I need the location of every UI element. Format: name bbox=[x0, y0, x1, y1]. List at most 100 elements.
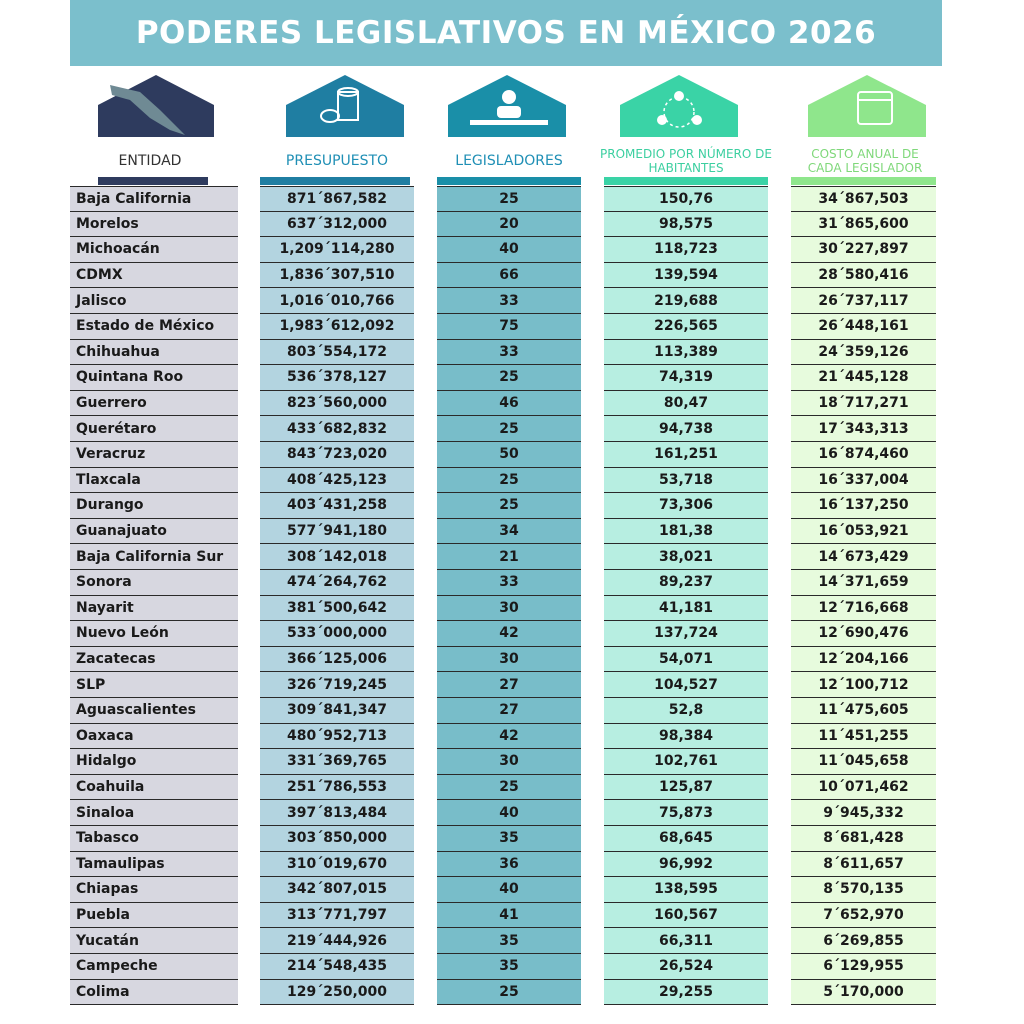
state-name: Campeche bbox=[70, 954, 238, 980]
state-name: Coahuila bbox=[70, 774, 238, 801]
column-header: ENTIDAD bbox=[118, 153, 182, 169]
table-cell: 14´371,659 bbox=[791, 570, 936, 596]
table-cell: 50 bbox=[437, 442, 581, 468]
table-cell: 20 bbox=[437, 211, 581, 238]
table-cell: 161,251 bbox=[604, 442, 768, 468]
table-cell: 16´874,460 bbox=[791, 442, 936, 468]
table-cell: 1,836´307,510 bbox=[260, 262, 414, 289]
icon-costo bbox=[791, 75, 936, 185]
table-cell: 577´941,180 bbox=[260, 518, 414, 545]
table-cell: 41,181 bbox=[604, 595, 768, 622]
table-cell: 30 bbox=[437, 749, 581, 775]
table-cell: 25 bbox=[437, 467, 581, 494]
table-cell: 12´204,166 bbox=[791, 646, 936, 673]
state-name: Puebla bbox=[70, 902, 238, 929]
table-cell: 10´071,462 bbox=[791, 774, 936, 801]
table-cell: 25 bbox=[437, 186, 581, 212]
state-name: Durango bbox=[70, 493, 238, 519]
table-cell: 251´786,553 bbox=[260, 774, 414, 801]
table-cell: 73,306 bbox=[604, 493, 768, 519]
table-cell: 533´000,000 bbox=[260, 621, 414, 647]
table-cell: 16´137,250 bbox=[791, 493, 936, 519]
table-cell: 474´264,762 bbox=[260, 570, 414, 596]
table-cell: 14´673,429 bbox=[791, 544, 936, 570]
table-cell: 35 bbox=[437, 826, 581, 852]
state-name: Tlaxcala bbox=[70, 467, 238, 494]
table-cell: 25 bbox=[437, 416, 581, 442]
table-cell: 41 bbox=[437, 902, 581, 929]
table-cell: 16´053,921 bbox=[791, 518, 936, 545]
header-icons bbox=[98, 75, 936, 185]
table-cell: 331´369,765 bbox=[260, 749, 414, 775]
table-cell: 21 bbox=[437, 544, 581, 570]
state-name: Guerrero bbox=[70, 390, 238, 417]
table-cell: 5´170,000 bbox=[791, 979, 936, 1006]
table-cell: 326´719,245 bbox=[260, 672, 414, 698]
table-cell: 75,873 bbox=[604, 800, 768, 826]
state-name: Nayarit bbox=[70, 595, 238, 622]
table-cell: 226,565 bbox=[604, 314, 768, 340]
state-name: Jalisco bbox=[70, 288, 238, 314]
table-cell: 24´359,126 bbox=[791, 339, 936, 366]
table-cell: 1,983´612,092 bbox=[260, 314, 414, 340]
table-cell: 139,594 bbox=[604, 262, 768, 289]
state-name: Morelos bbox=[70, 211, 238, 238]
icon-presupuesto bbox=[260, 75, 410, 185]
table-cell: 80,47 bbox=[604, 390, 768, 417]
table-cell: 53,718 bbox=[604, 467, 768, 494]
table-cell: 1,209´114,280 bbox=[260, 237, 414, 263]
table-cell: 8´681,428 bbox=[791, 826, 936, 852]
state-name: Zacatecas bbox=[70, 646, 238, 673]
table-cell: 12´100,712 bbox=[791, 672, 936, 698]
column-header: PROMEDIO POR NÚMERO DE HABITANTES bbox=[600, 147, 772, 175]
table-cell: 11´451,255 bbox=[791, 723, 936, 750]
table-cell: 138,595 bbox=[604, 877, 768, 903]
table-cell: 40 bbox=[437, 800, 581, 826]
table-cell: 1,016´010,766 bbox=[260, 288, 414, 314]
table-cell: 160,567 bbox=[604, 902, 768, 929]
table-cell: 102,761 bbox=[604, 749, 768, 775]
table-cell: 6´269,855 bbox=[791, 928, 936, 954]
column-header: PRESUPUESTO bbox=[285, 153, 389, 169]
state-name: Baja California bbox=[70, 186, 238, 212]
table-cell: 313´771,797 bbox=[260, 902, 414, 929]
table-cell: 54,071 bbox=[604, 646, 768, 673]
table-cell: 38,021 bbox=[604, 544, 768, 570]
state-name: Chihuahua bbox=[70, 339, 238, 366]
state-name: Nuevo León bbox=[70, 621, 238, 647]
table-cell: 98,575 bbox=[604, 211, 768, 238]
table-cell: 66,311 bbox=[604, 928, 768, 954]
table-cell: 137,724 bbox=[604, 621, 768, 647]
state-name: Tamaulipas bbox=[70, 851, 238, 878]
state-name: Baja California Sur bbox=[70, 544, 238, 570]
table-cell: 823´560,000 bbox=[260, 390, 414, 417]
table-cell: 366´125,006 bbox=[260, 646, 414, 673]
state-name: Yucatán bbox=[70, 928, 238, 954]
table-cell: 18´717,271 bbox=[791, 390, 936, 417]
table-cell: 94,738 bbox=[604, 416, 768, 442]
table-cell: 181,38 bbox=[604, 518, 768, 545]
table-cell: 125,87 bbox=[604, 774, 768, 801]
table-cell: 11´475,605 bbox=[791, 698, 936, 724]
table-cell: 129´250,000 bbox=[260, 979, 414, 1006]
table-cell: 25 bbox=[437, 774, 581, 801]
table-cell: 16´337,004 bbox=[791, 467, 936, 494]
state-name: Oaxaca bbox=[70, 723, 238, 750]
state-name: Sonora bbox=[70, 570, 238, 596]
table-cell: 42 bbox=[437, 621, 581, 647]
table-cell: 397´813,484 bbox=[260, 800, 414, 826]
state-name: Sinaloa bbox=[70, 800, 238, 826]
table-cell: 433´682,832 bbox=[260, 416, 414, 442]
table-cell: 46 bbox=[437, 390, 581, 417]
state-name: Aguascalientes bbox=[70, 698, 238, 724]
state-name: Michoacán bbox=[70, 237, 238, 263]
state-name: Querétaro bbox=[70, 416, 238, 442]
icon-promedio bbox=[604, 75, 768, 185]
table-cell: 28´580,416 bbox=[791, 262, 936, 289]
state-name: SLP bbox=[70, 672, 238, 698]
table-cell: 12´690,476 bbox=[791, 621, 936, 647]
table-cell: 33 bbox=[437, 339, 581, 366]
table-cell: 26´737,117 bbox=[791, 288, 936, 314]
table-cell: 33 bbox=[437, 570, 581, 596]
